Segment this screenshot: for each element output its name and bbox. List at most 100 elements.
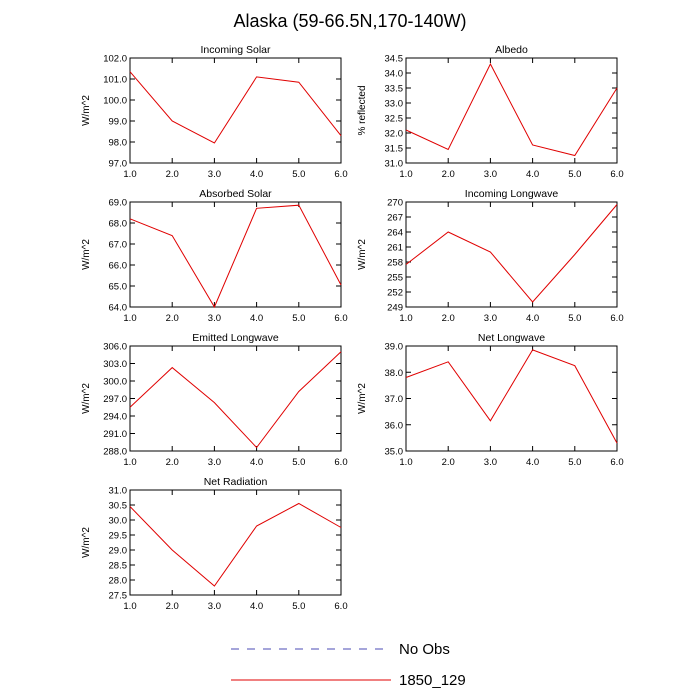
- x-tick-label: 1.0: [123, 601, 136, 612]
- figure-title: Alaska (59-66.5N,170-140W): [233, 11, 466, 31]
- plot-frame: [405, 201, 618, 308]
- plot-frame: [405, 345, 618, 452]
- x-tick-label: 3.0: [208, 457, 221, 468]
- y-tick-label: 294.0: [103, 412, 127, 423]
- y-tick-label: 297.0: [103, 394, 127, 405]
- x-tick-label: 2.0: [166, 601, 179, 612]
- y-tick-label: 102.0: [103, 54, 127, 65]
- y-tick-label: 30.5: [109, 501, 128, 512]
- plot-frame: [129, 345, 342, 452]
- y-tick-label: 66.0: [109, 261, 128, 272]
- y-tick-label: 65.0: [109, 282, 128, 293]
- x-tick-label: 6.0: [610, 457, 623, 468]
- y-tick-label: 98.0: [109, 138, 128, 149]
- y-tick-label: 35.0: [385, 447, 404, 458]
- y-tick-label: 97.0: [109, 159, 128, 170]
- y-tick-label: 264: [387, 228, 403, 239]
- y-tick-label: 99.0: [109, 117, 128, 128]
- plot-frame: [129, 489, 342, 596]
- x-tick-label: 4.0: [526, 313, 539, 324]
- y-tick-label: 101.0: [103, 75, 127, 86]
- plot-frame: [129, 57, 342, 164]
- x-tick-label: 6.0: [610, 313, 623, 324]
- panel-incoming-longwave: Incoming Longwave 1.0 2.0 3.0 4.0 5.0 6.0 249 25…: [357, 188, 624, 324]
- series-line-1850-129: [129, 204, 342, 309]
- x-tick-label: 4.0: [250, 169, 263, 180]
- series-line-1850-129: [129, 351, 342, 449]
- x-tick-label: 1.0: [123, 313, 136, 324]
- y-tick-label: 39.0: [385, 342, 404, 353]
- y-tick-label: 288.0: [103, 447, 127, 458]
- x-tick-label: 5.0: [292, 169, 305, 180]
- y-tick-label: 32.5: [385, 114, 404, 125]
- y-tick-label: 300.0: [103, 377, 127, 388]
- x-tick-label: 5.0: [568, 457, 581, 468]
- x-tick-label: 1.0: [399, 313, 412, 324]
- y-tick-label: 291.0: [103, 429, 127, 440]
- series-line-1850-129: [405, 204, 618, 303]
- x-tick-label: 3.0: [208, 169, 221, 180]
- y-tick-label: 29.5: [109, 531, 128, 542]
- panel-net-longwave: Net Longwave 1.0 2.0 3.0 4.0 5.0 6.0 35.0 36.0 37…: [357, 332, 624, 468]
- panel-emitted-longwave: Emitted Longwave 1.0 2.0 3.0 4.0 5.0 6.0 288.0 2…: [81, 332, 348, 468]
- panel-title: Incoming Solar: [200, 44, 271, 56]
- panels: Incoming Solar 1.0 2.0 3.0 4.0 5.0 6.0 97.0 98.0…: [81, 44, 624, 612]
- x-tick-label: 2.0: [166, 169, 179, 180]
- y-axis-label: W/m^2: [357, 383, 368, 414]
- y-axis-label: W/m^2: [81, 239, 92, 270]
- y-tick-label: 34.5: [385, 54, 404, 65]
- x-tick-label: 6.0: [610, 169, 623, 180]
- panel-title: Albedo: [495, 44, 528, 56]
- y-tick-label: 67.0: [109, 240, 128, 251]
- y-tick-label: 270: [387, 198, 403, 209]
- legend-entry-1850-129: 1850_129: [231, 672, 466, 689]
- panel-net-radiation: Net Radiation 1.0 2.0 3.0 4.0 5.0 6.0 27.5 28.0 2…: [81, 476, 348, 612]
- y-tick-label: 258: [387, 258, 403, 269]
- y-tick-label: 37.0: [385, 394, 404, 405]
- panel-title: Absorbed Solar: [199, 188, 272, 200]
- x-tick-label: 1.0: [123, 169, 136, 180]
- x-tick-label: 3.0: [208, 313, 221, 324]
- x-tick-label: 6.0: [334, 169, 347, 180]
- x-tick-label: 4.0: [526, 457, 539, 468]
- panel-absorbed-solar: Absorbed Solar 1.0 2.0 3.0 4.0 5.0 6.0 64.0 65.0…: [81, 188, 348, 324]
- panel-title: Emitted Longwave: [192, 332, 279, 344]
- y-tick-label: 32.0: [385, 129, 404, 140]
- x-tick-label: 5.0: [292, 457, 305, 468]
- y-tick-label: 306.0: [103, 342, 127, 353]
- y-tick-label: 38.0: [385, 368, 404, 379]
- x-tick-label: 5.0: [292, 313, 305, 324]
- y-axis-label: W/m^2: [81, 527, 92, 558]
- series-line-1850-129: [129, 502, 342, 587]
- x-tick-label: 5.0: [292, 601, 305, 612]
- y-tick-label: 34.0: [385, 69, 404, 80]
- legend-label-1850-129: 1850_129: [399, 672, 466, 689]
- x-tick-label: 4.0: [250, 601, 263, 612]
- series-line-1850-129: [129, 71, 342, 144]
- x-tick-label: 2.0: [442, 313, 455, 324]
- y-tick-label: 267: [387, 213, 403, 224]
- y-tick-label: 28.5: [109, 561, 128, 572]
- y-tick-label: 29.0: [109, 546, 128, 557]
- x-tick-label: 3.0: [208, 601, 221, 612]
- y-tick-label: 252: [387, 288, 403, 299]
- y-tick-label: 36.0: [385, 420, 404, 431]
- y-tick-label: 100.0: [103, 96, 127, 107]
- y-tick-label: 31.0: [109, 486, 128, 497]
- y-tick-label: 31.0: [385, 159, 404, 170]
- y-tick-label: 303.0: [103, 359, 127, 370]
- x-tick-label: 4.0: [250, 457, 263, 468]
- x-tick-label: 2.0: [166, 313, 179, 324]
- legend-label-no-obs: No Obs: [399, 641, 450, 658]
- y-tick-label: 68.0: [109, 219, 128, 230]
- x-tick-label: 5.0: [568, 313, 581, 324]
- y-tick-label: 31.5: [385, 144, 404, 155]
- y-axis-label: % reflected: [357, 85, 368, 135]
- panel-incoming-solar: Incoming Solar 1.0 2.0 3.0 4.0 5.0 6.0 97.0 98.0…: [81, 44, 348, 180]
- panel-title: Net Longwave: [478, 332, 545, 344]
- x-tick-label: 2.0: [166, 457, 179, 468]
- legend-entry-no-obs: No Obs: [231, 641, 450, 658]
- y-axis-label: W/m^2: [357, 239, 368, 270]
- y-tick-label: 27.5: [109, 591, 128, 602]
